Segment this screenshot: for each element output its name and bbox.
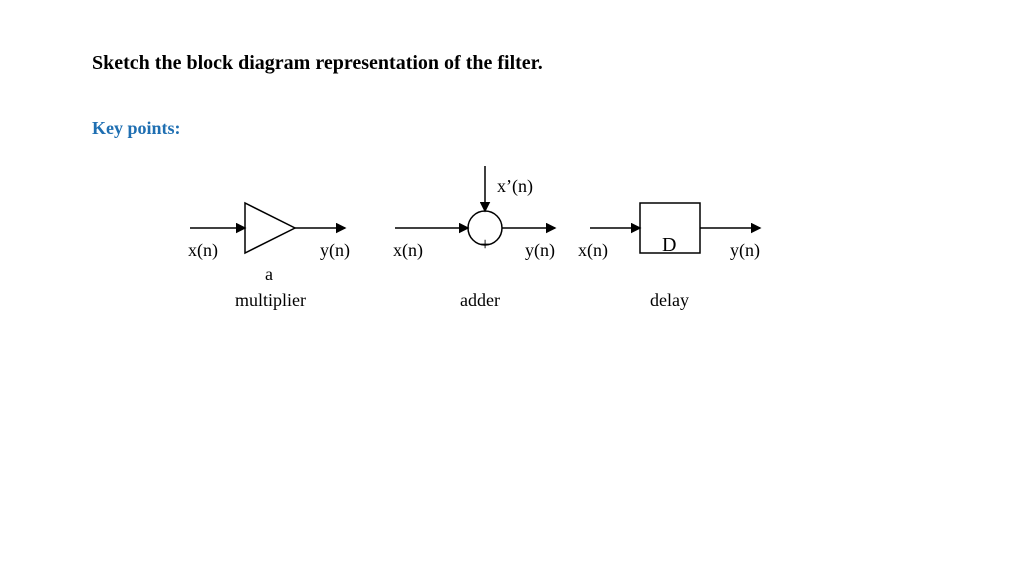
multiplier-caption: multiplier: [235, 290, 306, 311]
delay-input-label: x(n): [578, 240, 608, 261]
page-title: Sketch the block diagram representation …: [92, 52, 543, 75]
block-diagram: x(n) y(n) a multiplier x(n) y(n) x’(n) +…: [170, 158, 790, 338]
adder-input-label: x(n): [393, 240, 423, 261]
multiplier-output-label: y(n): [320, 240, 350, 261]
delay-output-label: y(n): [730, 240, 760, 261]
page: Sketch the block diagram representation …: [0, 0, 1024, 576]
delay-symbol-text: D: [662, 234, 676, 257]
delay-caption: delay: [650, 290, 689, 311]
multiplier-input-label: x(n): [188, 240, 218, 261]
multiplier-gain-label: a: [265, 264, 273, 285]
adder-plus-symbol: +: [480, 234, 490, 255]
adder-output-label: y(n): [525, 240, 555, 261]
key-points-label: Key points:: [92, 118, 181, 139]
adder-aux-label: x’(n): [497, 176, 533, 197]
adder-caption: adder: [460, 290, 500, 311]
